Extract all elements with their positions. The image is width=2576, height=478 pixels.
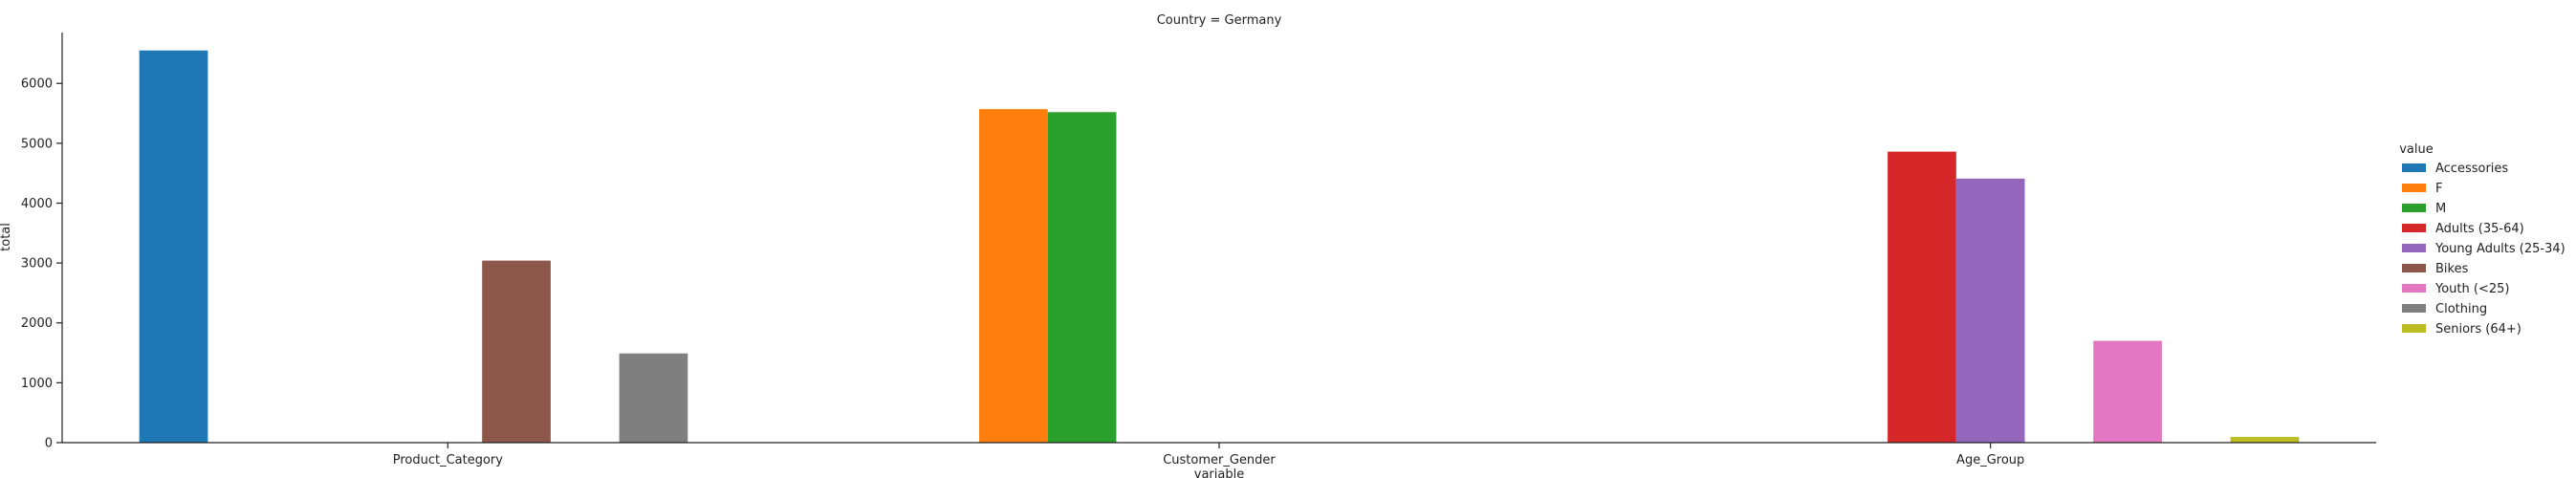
legend-swatch: [2402, 184, 2426, 192]
y-tick-label: 1000: [21, 377, 53, 391]
legend-swatch: [2402, 284, 2426, 293]
bar-m-customer-gender: [1047, 112, 1117, 443]
bar-f-customer-gender: [979, 109, 1048, 443]
y-tick-label: 5000: [21, 137, 53, 151]
bar-clothing-product-category: [619, 353, 688, 443]
legend-swatch: [2402, 224, 2426, 232]
x-tick-label: Product_Category: [393, 453, 504, 467]
legend-label: Adults (35-64): [2435, 222, 2524, 236]
y-tick-label: 6000: [21, 77, 53, 92]
bar-youth-25-age-group: [2093, 340, 2162, 443]
legend-swatch: [2402, 244, 2426, 252]
legend: value Accessories FM Adults (35-64) Young A…: [2399, 142, 2565, 337]
legend-swatch: [2402, 304, 2426, 313]
bar-adults-35-64-age-group: [1888, 151, 1956, 443]
x-tick-label: Age_Group: [1956, 453, 2024, 467]
legend-swatch: [2402, 204, 2426, 212]
legend-label: Bikes: [2435, 262, 2469, 276]
legend-label: Clothing: [2435, 302, 2487, 316]
y-tick-label: 2000: [21, 316, 53, 331]
legend-swatch: [2402, 264, 2426, 272]
y-tick-label: 3000: [21, 257, 53, 272]
bar-young-adults-25-34-age-group: [1955, 178, 2025, 443]
legend-title: value: [2399, 142, 2434, 157]
y-axis-label: total: [0, 223, 13, 251]
x-ticks-group: Product_Category Customer_Gender Age_Group: [393, 443, 2024, 467]
legend-swatch: [2402, 324, 2426, 333]
legend-label: F: [2435, 182, 2442, 196]
legend-label: M: [2435, 202, 2446, 216]
x-tick-label: Customer_Gender: [1163, 453, 1276, 467]
legend-label: Seniors (64+): [2435, 322, 2521, 337]
y-tick-label: 0: [45, 437, 53, 451]
legend-label: Young Adults (25-34): [2434, 242, 2565, 256]
bars-group: [139, 50, 2300, 443]
x-axis-label: variable: [1194, 467, 1244, 478]
legend-label: Accessories: [2435, 162, 2508, 176]
y-ticks-group: 0 1000 2000 3000 4000 5000 6000: [21, 77, 62, 451]
bar-bikes-product-category: [482, 260, 551, 443]
y-tick-label: 4000: [21, 197, 53, 211]
legend-label: Youth (<25): [2434, 282, 2509, 296]
bar-accessories-product-category: [139, 50, 208, 443]
chart-title: Country = Germany: [1157, 13, 1282, 28]
legend-swatch: [2402, 163, 2426, 172]
bar-seniors-64-age-group: [2230, 437, 2300, 443]
